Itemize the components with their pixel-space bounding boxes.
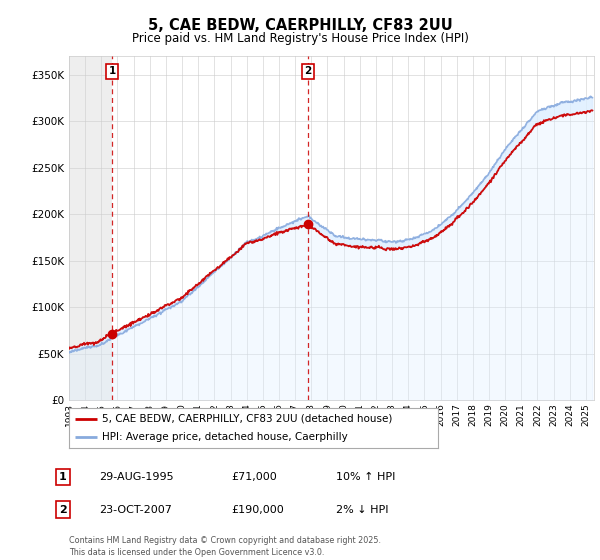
Text: 2: 2 xyxy=(59,505,67,515)
Text: £190,000: £190,000 xyxy=(231,505,284,515)
Text: 2: 2 xyxy=(305,66,312,76)
Text: £71,000: £71,000 xyxy=(231,472,277,482)
Bar xyxy=(69,56,112,400)
Text: Contains HM Land Registry data © Crown copyright and database right 2025.
This d: Contains HM Land Registry data © Crown c… xyxy=(69,536,381,557)
Text: 10% ↑ HPI: 10% ↑ HPI xyxy=(336,472,395,482)
Text: 23-OCT-2007: 23-OCT-2007 xyxy=(99,505,172,515)
Text: 1: 1 xyxy=(109,66,116,76)
Text: 29-AUG-1995: 29-AUG-1995 xyxy=(99,472,173,482)
Text: 1: 1 xyxy=(59,472,67,482)
Text: 5, CAE BEDW, CAERPHILLY, CF83 2UU (detached house): 5, CAE BEDW, CAERPHILLY, CF83 2UU (detac… xyxy=(102,414,392,423)
Text: HPI: Average price, detached house, Caerphilly: HPI: Average price, detached house, Caer… xyxy=(102,432,348,442)
Text: 2% ↓ HPI: 2% ↓ HPI xyxy=(336,505,389,515)
Text: 5, CAE BEDW, CAERPHILLY, CF83 2UU: 5, CAE BEDW, CAERPHILLY, CF83 2UU xyxy=(148,18,452,34)
Text: Price paid vs. HM Land Registry's House Price Index (HPI): Price paid vs. HM Land Registry's House … xyxy=(131,32,469,45)
